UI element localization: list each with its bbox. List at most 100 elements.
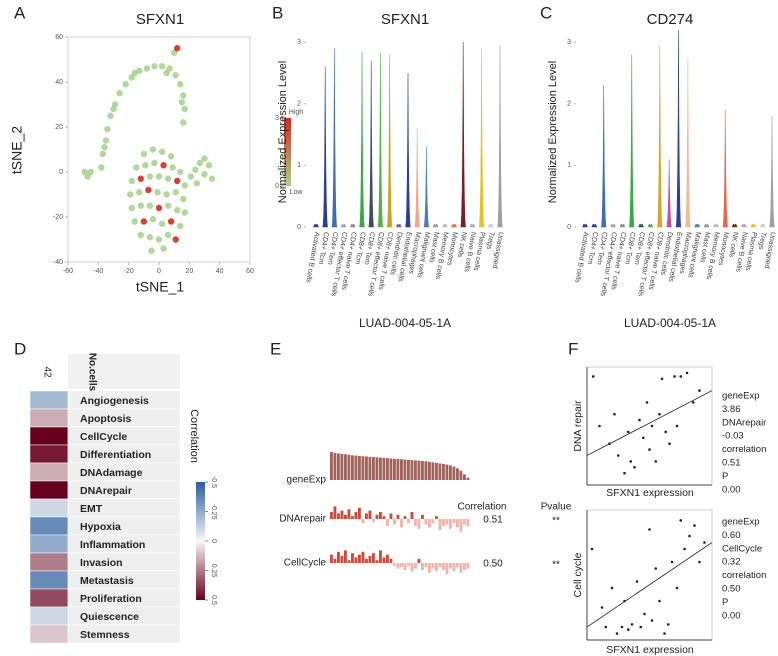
point xyxy=(668,442,671,446)
point xyxy=(626,628,630,631)
point xyxy=(116,90,123,97)
heat-cell xyxy=(29,390,69,410)
point xyxy=(654,460,658,463)
point xyxy=(137,231,144,239)
point xyxy=(143,65,151,72)
violin xyxy=(582,223,588,228)
heat-cell xyxy=(29,534,69,554)
stat-text: 0.60 xyxy=(722,530,741,541)
heat-cell xyxy=(29,624,69,644)
point xyxy=(155,236,163,243)
bar xyxy=(431,519,435,524)
bar xyxy=(410,512,414,519)
bar xyxy=(421,563,424,570)
x-tick-label: 60 xyxy=(246,268,254,275)
violin xyxy=(441,223,448,228)
bar xyxy=(407,563,410,566)
point xyxy=(613,412,616,416)
violin xyxy=(322,66,329,228)
bar xyxy=(347,454,351,480)
heat-cell xyxy=(29,588,69,608)
bar xyxy=(389,558,393,563)
column-value: 42 xyxy=(41,366,52,378)
bar xyxy=(389,458,393,480)
bar xyxy=(396,563,400,569)
row-label: EMT xyxy=(80,503,103,515)
point xyxy=(84,173,91,180)
bar xyxy=(435,516,438,519)
bar xyxy=(445,464,449,480)
point xyxy=(154,189,161,196)
x-tick-label: Tregs xyxy=(485,231,495,250)
colorbar-high: High xyxy=(289,109,304,116)
point xyxy=(128,74,135,81)
point xyxy=(679,375,683,378)
y-tick-label: 2 xyxy=(567,101,571,108)
point xyxy=(208,175,216,182)
heat-cell xyxy=(29,606,69,626)
violin xyxy=(713,223,719,228)
violin xyxy=(759,223,766,228)
violin xyxy=(628,54,635,228)
colorbar-tick-label: 0 xyxy=(275,183,279,190)
bar xyxy=(449,563,452,569)
bar xyxy=(396,514,400,519)
bar xyxy=(414,563,417,569)
stat-text: -0.03 xyxy=(722,431,744,442)
point xyxy=(590,547,594,551)
bar xyxy=(452,563,456,572)
point xyxy=(633,466,636,469)
row-label: Stemness xyxy=(80,629,130,641)
point xyxy=(635,580,639,583)
point xyxy=(140,218,148,225)
plot-frame xyxy=(586,366,713,486)
bar xyxy=(382,557,386,563)
point xyxy=(666,623,670,626)
violin xyxy=(414,128,421,228)
bar xyxy=(466,477,470,480)
point xyxy=(675,424,679,428)
point xyxy=(180,195,187,203)
point xyxy=(172,189,179,196)
heat-cell xyxy=(29,570,69,590)
x-tick-label: Activated B cells xyxy=(573,231,589,283)
y-tick-label: 1 xyxy=(567,162,571,169)
bar xyxy=(340,510,344,519)
point xyxy=(670,560,674,564)
point xyxy=(643,612,646,616)
violin xyxy=(731,223,738,228)
point xyxy=(691,401,695,404)
bar xyxy=(459,519,463,532)
x-axis-label: LUAD-004-05-1A xyxy=(624,316,716,330)
bar xyxy=(344,550,347,563)
point xyxy=(177,222,184,230)
x-tick-label: 0 xyxy=(157,268,161,275)
point xyxy=(645,401,649,404)
point xyxy=(174,207,181,214)
colorbar-tick-label: 0.5 xyxy=(210,595,217,605)
point xyxy=(164,202,172,209)
violin xyxy=(769,116,775,228)
violin xyxy=(722,109,729,228)
bar xyxy=(368,510,372,519)
bar xyxy=(428,563,431,573)
bar xyxy=(442,563,445,570)
point xyxy=(178,99,185,106)
bar xyxy=(435,462,438,480)
point xyxy=(137,175,144,182)
y-axis-label: DNA repair xyxy=(572,400,584,452)
point xyxy=(174,177,181,185)
violin xyxy=(460,42,467,228)
colorbar-tick-label: 0 xyxy=(210,539,217,543)
point xyxy=(648,448,651,451)
bar xyxy=(351,516,354,519)
point xyxy=(600,606,604,609)
panel-letter: A xyxy=(14,3,26,22)
point xyxy=(658,412,661,416)
violin xyxy=(666,159,672,228)
point xyxy=(164,231,172,239)
bar xyxy=(396,459,400,480)
series-label: CellCycle xyxy=(284,558,327,569)
point xyxy=(128,177,135,185)
point xyxy=(201,171,208,178)
